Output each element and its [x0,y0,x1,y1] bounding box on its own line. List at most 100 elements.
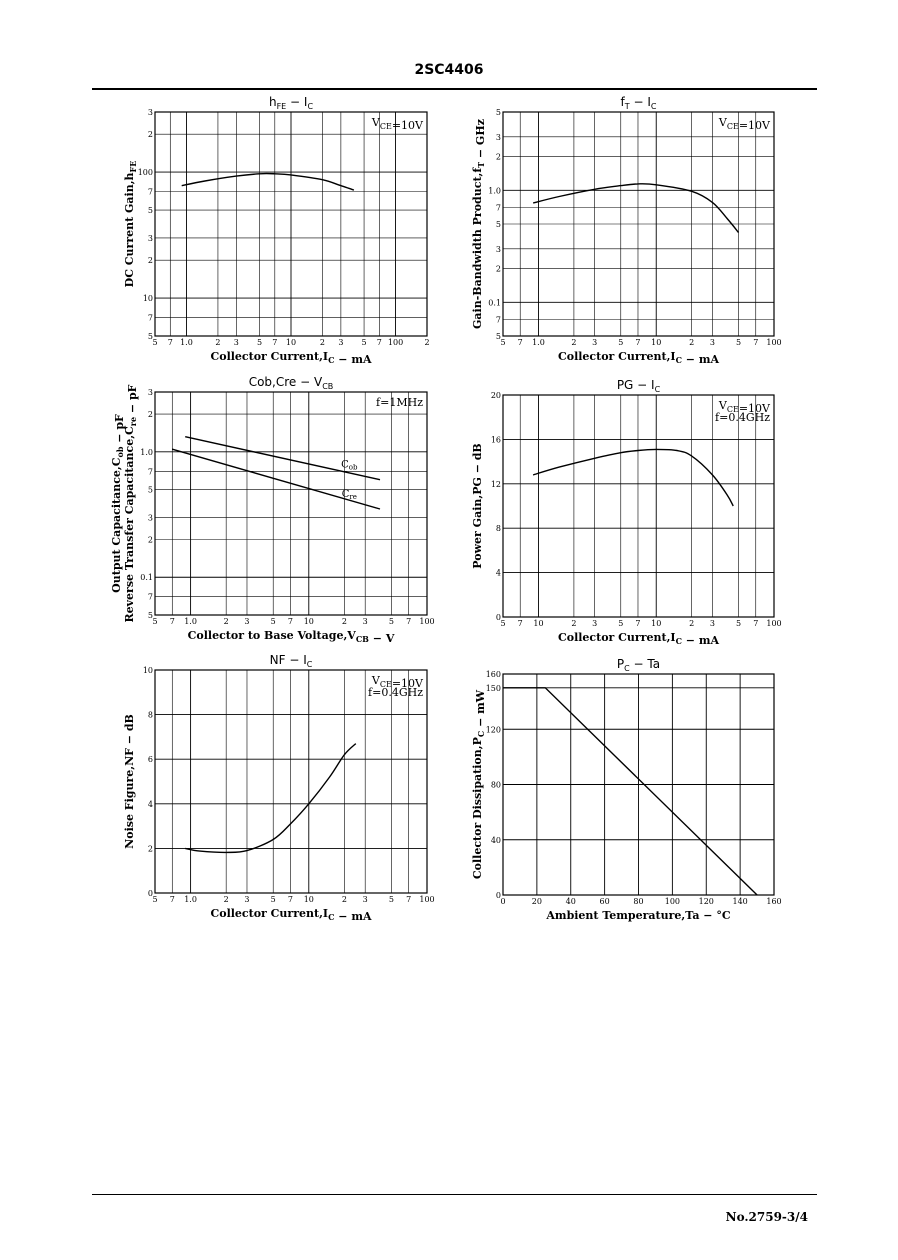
series-line-cob [185,436,381,481]
y-tick-label: 8 [496,524,501,533]
header-rule [92,88,817,90]
x-tick-label: 1.0 [184,895,197,904]
x-axis-label: Collector Current,IC − mA [558,631,719,647]
y-tick-label: 0 [148,889,153,898]
x-tick-label: 5 [618,619,623,628]
x-tick-label: 7 [753,619,758,628]
y-tick-label: 8 [148,711,153,720]
y-tick-label: 2 [148,535,153,544]
y-tick-label: 160 [486,670,501,679]
y-tick-label: 12 [491,480,501,489]
series-line [503,687,758,896]
x-tick-label: 3 [338,338,343,347]
y-tick-label: 7 [148,314,153,323]
x-tick-label: 2 [571,338,576,347]
x-tick-label: 1.0 [180,338,193,347]
x-tick-label: 10 [651,338,661,347]
x-tick-label: 2 [320,338,325,347]
y-tick-label: 1.0 [140,448,153,457]
series-line [181,172,355,191]
x-tick-label: 100 [388,338,403,347]
y-tick-label: 150 [486,684,501,693]
y-tick-label: 7 [148,188,153,197]
x-tick-label: 100 [419,895,434,904]
plot-frame [154,669,428,894]
y-axis-label: DC Current Gain,hFE [123,161,138,288]
x-tick-label: 160 [766,897,781,906]
chart-annotation: VCE=10V [371,116,424,132]
y-tick-label: 0.1 [488,298,501,307]
x-tick-label: 10 [304,895,314,904]
y-tick-label: 3 [148,234,153,243]
x-tick-label: 2 [342,895,347,904]
y-tick-label: 2 [148,130,153,139]
series-line-cre [172,448,381,510]
y-tick-label: 10 [143,666,153,675]
x-tick-label: 2 [571,619,576,628]
plot-frame [502,111,775,337]
x-tick-label: 20 [532,897,542,906]
y-tick-label: 0 [496,613,501,622]
y-tick-label: 4 [496,569,501,578]
x-tick-label: 7 [753,338,758,347]
x-tick-label: 7 [170,895,175,904]
x-tick-label: 7 [377,338,382,347]
series-line [185,743,357,854]
y-tick-label: 7 [148,593,153,602]
y-tick-label: 5 [496,108,501,117]
x-tick-label: 5 [271,617,276,626]
y-tick-label: 80 [491,781,501,790]
x-tick-label: 60 [600,897,610,906]
y-tick-label: 3 [148,513,153,522]
x-tick-label: 3 [363,895,368,904]
y-tick-label: 5 [148,486,153,495]
x-tick-label: 2 [224,895,229,904]
plot-frame [502,673,775,896]
x-tick-label: 5 [389,617,394,626]
x-tick-label: 7 [518,619,523,628]
x-tick-label: 1.0 [532,338,545,347]
chart-annotation: f=0.4GHz [715,411,770,424]
x-tick-label: 140 [732,897,747,906]
x-tick-label: 7 [288,895,293,904]
x-tick-label: 5 [271,895,276,904]
series-label: Cre [342,489,357,501]
x-tick-label: 7 [168,338,173,347]
footer-rule [92,1194,817,1195]
x-tick-label: 3 [363,617,368,626]
y-tick-label: 5 [496,220,501,229]
x-tick-label: 3 [710,619,715,628]
x-tick-label: 10 [651,619,661,628]
y-axis-label: Gain-Bandwidth Product,fT − GHz [471,119,487,329]
y-tick-label: 120 [486,725,501,734]
x-tick-label: 120 [699,897,714,906]
y-tick-label: 7 [496,204,501,213]
y-tick-label: 3 [496,245,501,254]
x-tick-label: 5 [152,338,157,347]
series-line [532,448,734,507]
chart-title: PC − Ta [617,657,660,673]
y-axis-label: Collector Dissipation,PC − mW [471,689,487,879]
x-tick-label: 10 [304,617,314,626]
y-tick-label: 16 [491,435,501,444]
y-tick-label: 4 [148,800,153,809]
x-tick-label: 100 [766,338,781,347]
chart-title: PG − IC [617,378,661,394]
x-tick-label: 2 [342,617,347,626]
y-axis-label: Output Capacitance,Cob − pF [110,414,126,593]
chart-annotation: VCE=10V [718,399,771,415]
x-axis-label: Collector Current,IC − mA [210,350,371,366]
x-tick-label: 7 [635,619,640,628]
x-tick-label: 7 [635,338,640,347]
y-axis-label: Power Gain,PG − dB [471,443,484,568]
y-tick-label: 3 [148,108,153,117]
x-tick-label: 3 [234,338,239,347]
y-tick-label: 0.1 [140,573,153,582]
series-line [532,183,740,233]
plot-frame [154,391,428,616]
x-tick-label: 40 [566,897,576,906]
x-tick-label: 2 [424,338,429,347]
